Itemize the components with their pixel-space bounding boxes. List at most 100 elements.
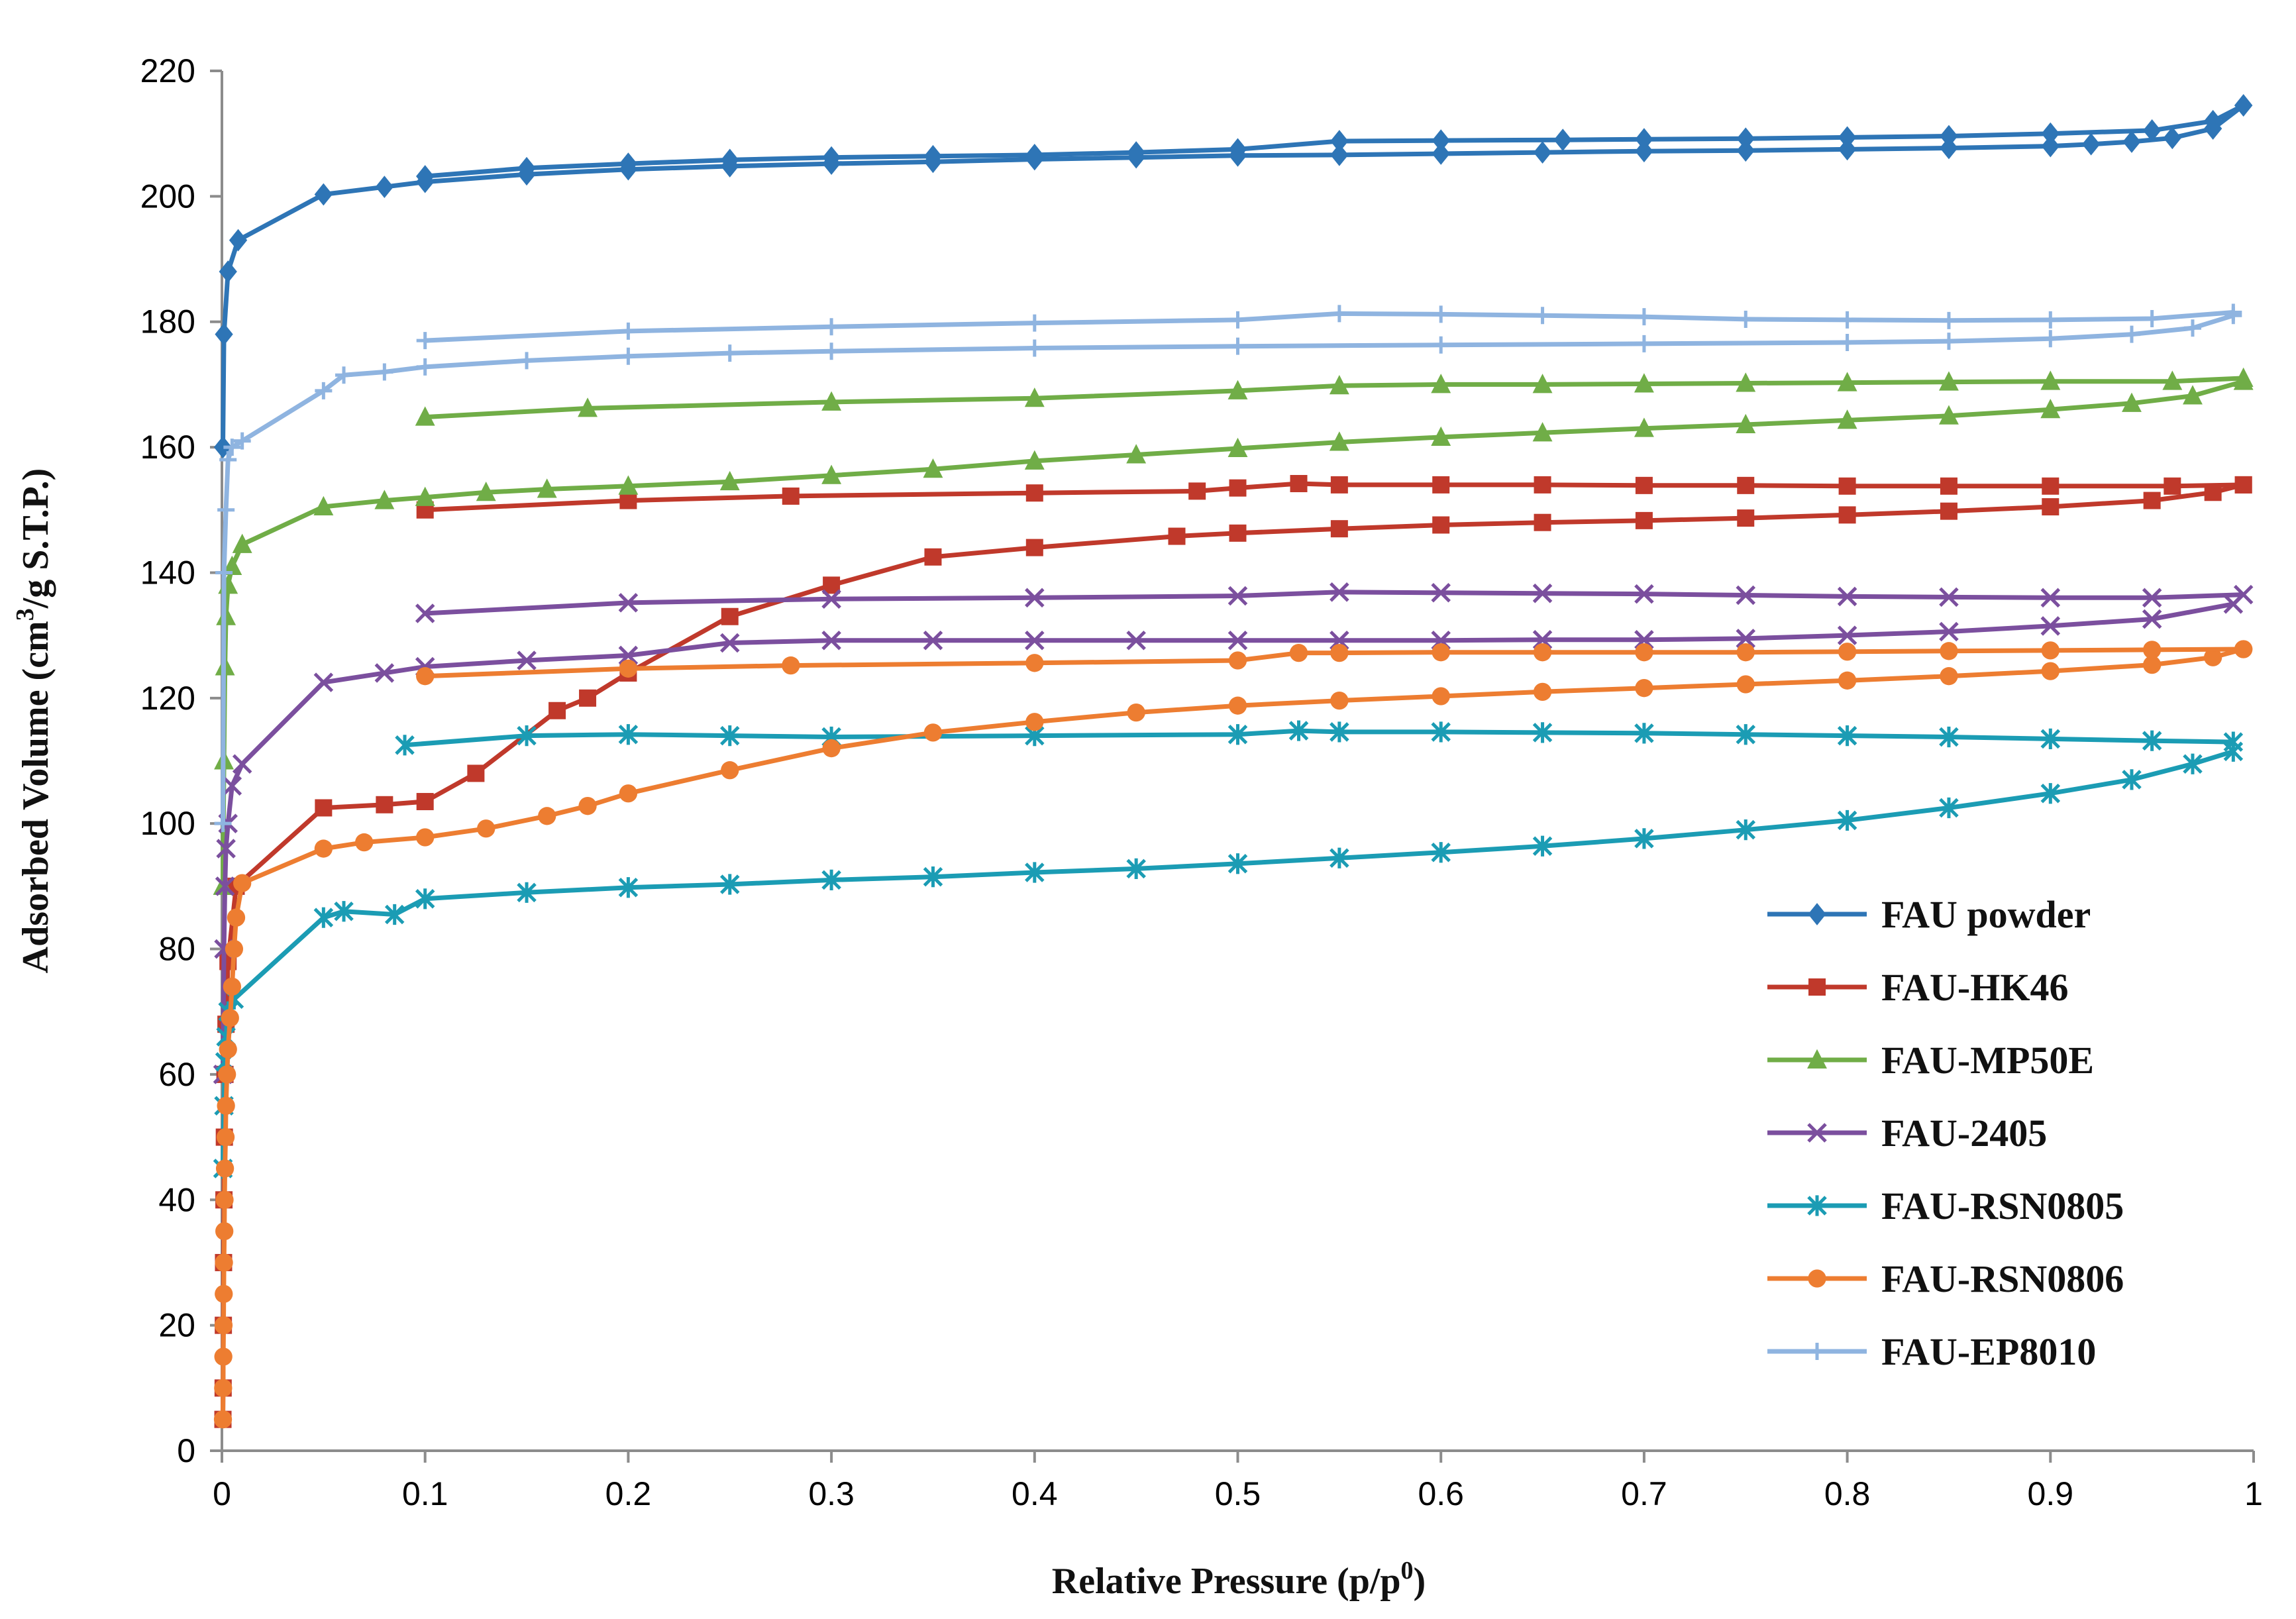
data-point [719, 874, 740, 895]
legend-label: FAU-2405 [1881, 1112, 2047, 1155]
data-point [233, 874, 252, 892]
data-point [2041, 134, 2060, 158]
data-point [782, 656, 800, 675]
data-point [719, 725, 740, 747]
data-point [216, 1127, 235, 1147]
data-point [1939, 726, 1959, 748]
data-point [374, 663, 395, 683]
data-point [719, 470, 740, 491]
data-point [416, 793, 434, 811]
data-point [415, 486, 435, 506]
data-point [1940, 502, 1957, 520]
data-point [1553, 129, 1572, 152]
data-point [218, 1065, 236, 1084]
data-point [334, 901, 354, 922]
data-point [1229, 311, 1247, 329]
data-point [1024, 450, 1045, 470]
data-point [1838, 333, 1856, 351]
data-point [476, 482, 496, 501]
data-point [721, 148, 739, 172]
data-point [215, 876, 235, 896]
data-point [618, 645, 639, 666]
series-fau-mp50e [213, 367, 2254, 895]
legend-label: FAU-EP8010 [1881, 1330, 2096, 1373]
data-point [1737, 509, 1755, 527]
legend-label: FAU-HK46 [1881, 966, 2068, 1009]
data-point [1532, 422, 1553, 442]
data-point [618, 724, 639, 745]
data-point [1330, 143, 1349, 166]
data-point [1736, 724, 1756, 745]
data-point [1736, 585, 1756, 605]
data-point [1330, 847, 1349, 868]
data-point [822, 146, 841, 169]
data-point [1025, 339, 1043, 357]
data-point [1939, 587, 1959, 607]
data-point [721, 344, 739, 362]
data-point [1227, 380, 1248, 399]
data-point [618, 475, 639, 495]
data-point [1736, 372, 1756, 392]
data-point [2142, 609, 2162, 629]
data-point [1534, 307, 1551, 325]
x-tick-label: 0.8 [1824, 1475, 1871, 1512]
data-point [1025, 539, 1043, 556]
data-point [1532, 835, 1553, 857]
data-point [232, 533, 252, 553]
adsorption-line [221, 601, 2236, 1077]
desorption-line [423, 310, 2236, 343]
y-tick-label: 80 [158, 931, 195, 968]
data-point [315, 799, 333, 817]
data-point [923, 458, 943, 478]
data-point [1533, 643, 1552, 662]
y-tick-label: 180 [140, 303, 195, 340]
data-point [619, 659, 638, 678]
data-point [374, 490, 395, 509]
data-point [1330, 520, 1348, 538]
data-point [823, 318, 841, 336]
series-fau-rsn0806 [213, 640, 2253, 1429]
data-point [2234, 476, 2252, 494]
y-tick-label: 20 [158, 1307, 195, 1344]
data-point [215, 1159, 235, 1178]
data-point [1837, 725, 1857, 747]
legend-marker [1808, 903, 1826, 925]
data-point [517, 156, 536, 180]
data-point [2040, 728, 2061, 749]
data-point [2122, 325, 2140, 343]
y-tick-label: 200 [140, 178, 195, 215]
data-point [1227, 586, 1248, 606]
data-point [1227, 853, 1248, 874]
data-point [619, 492, 637, 509]
data-point [1329, 431, 1349, 451]
data-point [1533, 141, 1552, 164]
data-point [923, 144, 943, 168]
data-point [1736, 629, 1756, 649]
y-tick-label: 220 [140, 52, 195, 89]
data-point [227, 908, 246, 927]
data-point [1837, 586, 1857, 607]
data-point [223, 439, 241, 456]
data-point [222, 555, 242, 575]
data-point [1837, 625, 1857, 645]
data-point [548, 702, 566, 719]
data-point [313, 496, 334, 516]
data-point [2041, 122, 2060, 145]
data-point [219, 260, 237, 283]
data-point [2142, 588, 2162, 608]
legend-marker [1808, 1269, 1826, 1288]
data-point [1025, 314, 1043, 332]
data-point [2042, 498, 2060, 516]
data-point [214, 1347, 233, 1366]
data-point [2183, 753, 2203, 774]
data-point [1025, 484, 1043, 502]
data-point [1168, 527, 1186, 545]
data-point [1431, 582, 1451, 603]
data-point [923, 723, 943, 742]
y-tick-label: 100 [140, 805, 195, 842]
x-tick-label: 0.9 [2028, 1475, 2074, 1512]
data-point [1126, 858, 1146, 879]
data-point [2040, 370, 2061, 390]
data-point [823, 342, 841, 360]
data-point [1736, 819, 1756, 841]
